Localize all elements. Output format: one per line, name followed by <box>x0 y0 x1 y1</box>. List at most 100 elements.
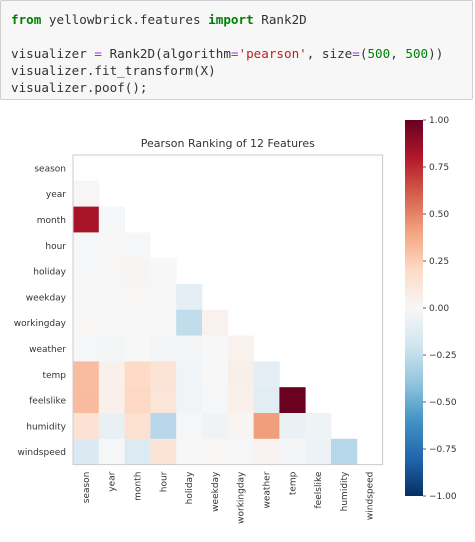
heatmap-cell <box>150 309 177 336</box>
heatmap-cell <box>227 438 254 465</box>
heatmap-cell <box>279 413 306 440</box>
y-tick-label: feelslike <box>29 397 66 407</box>
x-tick-label: holiday <box>185 471 195 504</box>
x-tick-label: temp <box>288 471 298 495</box>
x-tick-label: weekday <box>211 471 221 512</box>
heatmap-cell <box>124 335 151 362</box>
heatmap-cell <box>98 361 125 388</box>
code-input[interactable]: from yellowbrick.features import Rank2D … <box>11 11 443 96</box>
code-token: 500 <box>405 46 429 61</box>
heatmap-cell <box>98 258 125 285</box>
heatmap-chart: Pearson Ranking of 12 Features season year… <box>14 116 457 524</box>
code-token: visualizer.poof(); <box>11 80 148 95</box>
y-tick-label: humidity <box>26 422 66 432</box>
chart-title: Pearson Ranking of 12 Features <box>141 137 315 150</box>
colorbar-tick-label: −0.50 <box>429 398 457 408</box>
heatmap-cell <box>98 232 125 259</box>
code-cell[interactable]: from yellowbrick.features import Rank2D … <box>0 0 473 100</box>
code-token: Rank2D(algorithm <box>102 46 231 61</box>
x-tick-label: feelslike <box>314 471 324 508</box>
heatmap-cell <box>176 284 203 311</box>
plot-frame <box>72 154 384 466</box>
heatmap-cell <box>73 180 100 207</box>
heatmap-cell <box>98 284 125 311</box>
y-tick-label: weather <box>29 345 66 355</box>
heatmap-cell <box>253 387 280 414</box>
heatmap-cell <box>176 361 203 388</box>
y-tick-label: windspeed <box>18 448 66 458</box>
code-token: ( <box>359 46 368 61</box>
heatmap-cell <box>124 413 151 440</box>
x-tick-label: hour <box>159 471 169 492</box>
colorbar-tick-label: 0.50 <box>429 210 449 220</box>
code-token: 'pearson' <box>238 46 307 61</box>
code-token: from <box>11 12 42 27</box>
x-tick-label: year <box>108 471 118 491</box>
colorbar-tick-label: 1.00 <box>429 116 449 126</box>
heatmap-cell <box>253 413 280 440</box>
heatmap-cell <box>150 387 177 414</box>
x-tick-label: workingday <box>237 471 247 524</box>
code-token: 500 <box>367 46 391 61</box>
y-tick-label: workingday <box>14 319 67 329</box>
code-token: visualizer.fit_transform(X) <box>11 63 216 78</box>
heatmap-cell <box>202 361 229 388</box>
code-token: Rank2D <box>253 12 307 27</box>
heatmap-cell <box>202 387 229 414</box>
heatmap-cell <box>73 335 100 362</box>
colorbar <box>405 120 423 496</box>
heatmap-cell <box>73 413 100 440</box>
heatmap-cell <box>331 438 358 465</box>
y-tick-label: hour <box>45 242 66 252</box>
code-token: visualizer <box>11 46 95 61</box>
heatmap-cell <box>124 387 151 414</box>
heatmap-cell <box>124 284 151 311</box>
output-area: Pearson Ranking of 12 Features season year… <box>0 108 475 542</box>
heatmap-cell <box>202 335 229 362</box>
heatmap-cell <box>253 438 280 465</box>
heatmap-cell <box>98 413 125 440</box>
heatmap-cell <box>98 335 125 362</box>
heatmap-cell <box>176 387 203 414</box>
code-token: import <box>208 12 254 27</box>
x-tick-label: month <box>134 472 144 501</box>
code-token: )) <box>428 46 444 61</box>
code-token: = <box>230 46 239 61</box>
colorbar-tick-label: −0.75 <box>429 445 457 455</box>
x-tick-label: windspeed <box>366 472 376 520</box>
heatmap-cell <box>98 309 125 336</box>
code-token: = <box>94 46 102 61</box>
heatmap-cell <box>202 413 229 440</box>
heatmap-cell <box>279 438 306 465</box>
heatmap-cell <box>305 438 332 465</box>
heatmap-cell <box>73 258 100 285</box>
heatmap-cell <box>176 335 203 362</box>
heatmap-cell <box>124 232 151 259</box>
heatmap-cell <box>150 438 177 465</box>
y-tick-label: month <box>37 216 66 226</box>
heatmap-cell <box>73 232 100 259</box>
heatmap-cell <box>150 413 177 440</box>
heatmap-cell <box>202 438 229 465</box>
heatmap-cell <box>227 413 254 440</box>
heatmap-cell <box>98 387 125 414</box>
y-tick-label: year <box>46 190 66 200</box>
y-tick-label: holiday <box>33 268 66 278</box>
heatmap-cell <box>73 387 100 414</box>
code-line: from yellowbrick.features import Rank2D <box>11 12 307 27</box>
code-token: yellowbrick.features <box>41 12 209 27</box>
heatmap-cell <box>150 361 177 388</box>
x-tick-label: humidity <box>340 471 350 511</box>
heatmap-cell <box>279 387 306 414</box>
colorbar-tick-label: 0.00 <box>429 304 449 314</box>
heatmap-cell <box>73 206 100 233</box>
heatmap-cell <box>150 284 177 311</box>
heatmap-cell <box>124 438 151 465</box>
y-tick-label: season <box>34 164 66 174</box>
heatmap-cell <box>150 335 177 362</box>
x-tick-label: season <box>82 472 92 504</box>
heatmap-cell <box>73 309 100 336</box>
heatmap-cell <box>202 309 229 336</box>
colorbar-tick-label: −0.25 <box>429 351 457 361</box>
colorbar-tick-label: −1.00 <box>429 492 457 502</box>
